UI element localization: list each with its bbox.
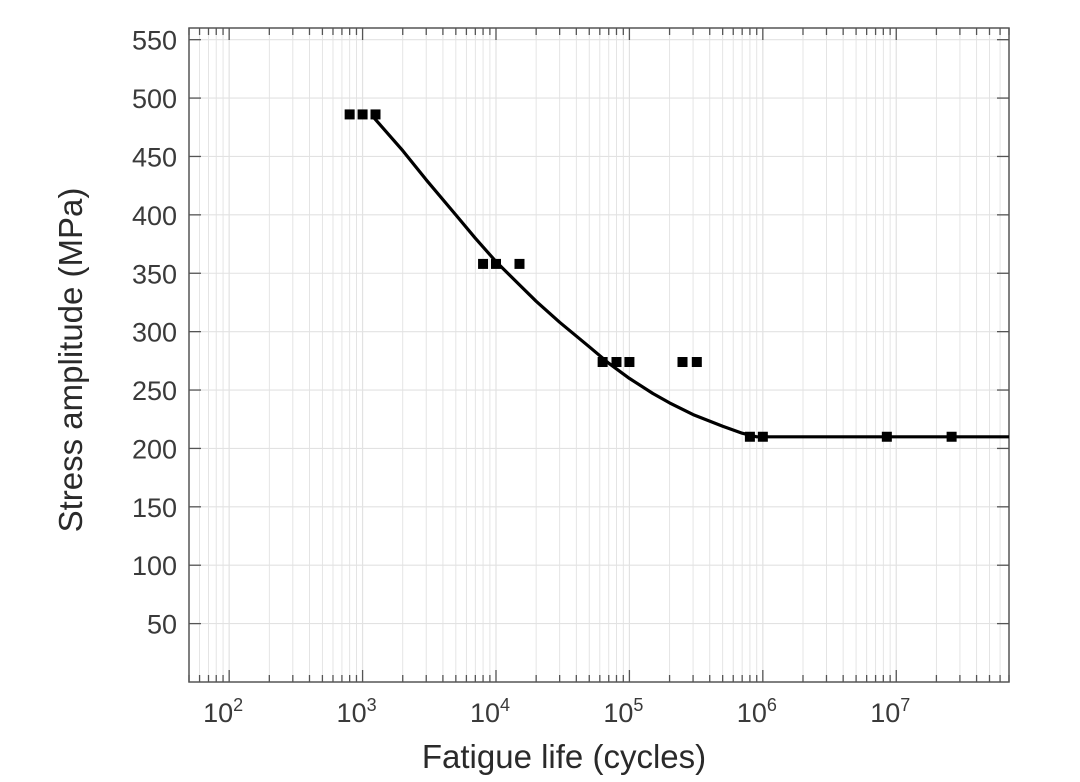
y-tick-label: 150 [132,493,177,523]
data-point [677,357,688,368]
y-tick-label: 50 [147,610,177,640]
y-tick-label: 300 [132,318,177,348]
grid-layer [188,28,1010,682]
data-point [490,258,501,269]
data-point [597,357,608,368]
fit-curve [371,115,1009,439]
data-point [370,109,381,120]
data-point [478,258,489,269]
x-axis-title: Fatigue life (cycles) [422,738,706,775]
data-point [514,258,525,269]
x-tick-label: 107 [870,695,910,728]
y-axis-title: Stress amplitude (MPa) [52,188,89,533]
x-tick-label: 104 [470,695,510,728]
plot-frame [188,27,1010,683]
data-point [624,357,635,368]
tick-layer [188,28,1010,682]
y-tick-label: 350 [132,259,177,289]
y-tick-label: 500 [132,84,177,114]
x-tick-label: 103 [337,695,377,728]
y-tick-label: 550 [132,26,177,56]
y-tick-label: 450 [132,142,177,172]
y-tick-label: 200 [132,434,177,464]
data-point [344,109,355,120]
x-tick-label: 106 [737,695,777,728]
data-point [691,357,702,368]
y-tick-label: 100 [132,551,177,581]
data-point [611,357,622,368]
y-tick-label: 400 [132,201,177,231]
label-layer: 50 100 150 200 250 300 350 400 450 500 550 102 103 10… [132,26,910,728]
y-tick-label: 250 [132,376,177,406]
data-point [357,109,368,120]
series-layer [344,109,1009,442]
x-tick-label: 105 [603,695,643,728]
x-tick-label: 102 [203,695,243,728]
